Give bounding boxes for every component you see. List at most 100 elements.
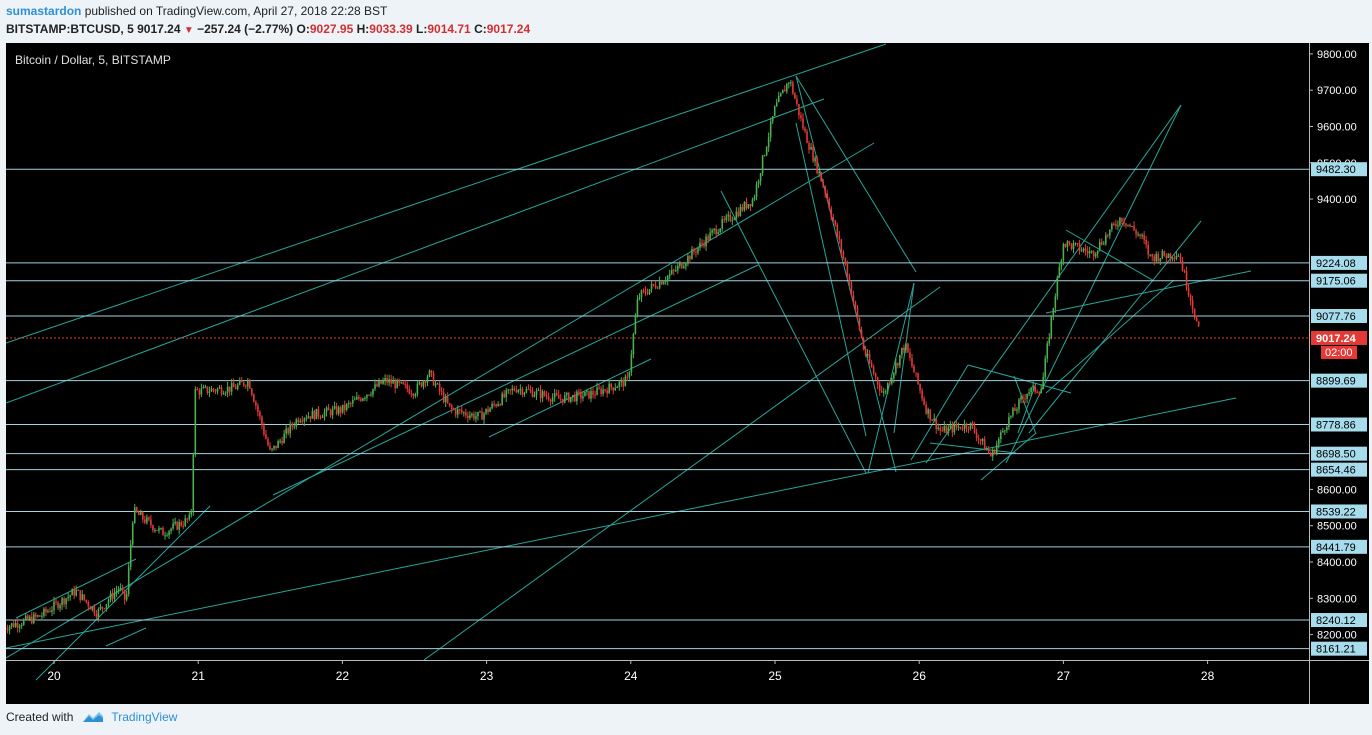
candle (71, 588, 73, 596)
candle-body (977, 438, 980, 440)
candle (111, 588, 114, 603)
candle-body (63, 598, 65, 605)
candle (277, 439, 279, 449)
candle-body (802, 118, 804, 129)
candle (460, 405, 463, 415)
candle-body (707, 236, 709, 240)
candle (293, 422, 296, 430)
candle (656, 286, 659, 289)
candle (604, 388, 606, 393)
candle (876, 376, 879, 389)
candle (43, 607, 45, 618)
candle-body (608, 383, 610, 394)
y-tick-label: 9600.00 (1317, 121, 1357, 133)
candle (870, 360, 873, 368)
candle-body (1026, 393, 1028, 399)
candle (8, 624, 11, 635)
candle (549, 398, 552, 406)
candle-body (630, 354, 633, 373)
candle-body (761, 155, 764, 174)
created-with-text: Created with (6, 710, 74, 724)
candle (1066, 240, 1069, 252)
candle-body (596, 387, 598, 395)
candle (1193, 308, 1196, 320)
candle-body (1135, 230, 1137, 235)
candle-body (753, 196, 756, 200)
candle (242, 381, 245, 388)
candle (1155, 251, 1158, 264)
candle (729, 211, 732, 223)
candle (366, 394, 368, 402)
trendline (967, 364, 1072, 394)
candle (753, 194, 756, 202)
price-chart[interactable]: 8200.00 8300.00 8400.00 8500.00 8600.00 9400.… (6, 43, 1369, 704)
candle (458, 408, 461, 415)
candle (521, 386, 524, 398)
candle (608, 379, 610, 394)
candle (414, 392, 417, 399)
candle-body (687, 256, 689, 264)
candle (1076, 242, 1079, 247)
candle (329, 408, 332, 418)
candle (1086, 246, 1089, 258)
candle (891, 377, 893, 386)
candle-body (392, 381, 394, 384)
candle (208, 386, 211, 398)
candle-body (610, 383, 612, 388)
candle-body (660, 281, 663, 285)
candle-body (426, 376, 429, 383)
candle-body (228, 386, 231, 392)
candle-body (919, 383, 921, 391)
candle (125, 590, 128, 602)
candle-body (303, 418, 306, 422)
candle (848, 273, 851, 287)
candle (289, 420, 291, 438)
candle (711, 228, 713, 236)
candle (856, 304, 859, 320)
candle-body (971, 422, 974, 426)
candle-body (713, 228, 715, 231)
author-link[interactable]: sumastardon (6, 4, 82, 18)
candle-body (131, 523, 134, 545)
candle-body (604, 389, 606, 391)
candle (1197, 321, 1200, 328)
candle-body (1072, 243, 1075, 249)
candle-body (539, 389, 542, 399)
candle-body (949, 425, 952, 428)
candle (418, 380, 421, 386)
candle (501, 391, 503, 406)
candle (1062, 242, 1065, 266)
last-price-label: 9017.24 (1316, 333, 1357, 345)
candle (55, 598, 57, 606)
candle-body (723, 219, 726, 221)
candle (345, 402, 348, 412)
candle (1068, 240, 1071, 246)
candle-body (511, 388, 514, 391)
candle-body (442, 391, 445, 403)
chart-area[interactable]: 8200.00 8300.00 8400.00 8500.00 8600.00 9400.… (6, 43, 1369, 704)
candle (594, 390, 596, 399)
candle (380, 380, 382, 385)
tradingview-link[interactable]: TradingView (111, 710, 178, 724)
candle-body (1157, 253, 1160, 262)
candle-body (150, 519, 152, 526)
candle (335, 402, 338, 416)
candle (570, 396, 572, 404)
trendline (6, 98, 825, 404)
candle-body (133, 507, 136, 524)
candle-body (339, 407, 342, 413)
candle-body (436, 383, 439, 385)
candle (664, 276, 667, 285)
candle-body (739, 206, 742, 216)
candle (598, 383, 600, 390)
candle-body (551, 397, 554, 402)
candle (1094, 252, 1097, 259)
candle-body (781, 89, 784, 94)
candle-body (1193, 309, 1196, 318)
tradingview-logo-icon[interactable] (81, 710, 105, 724)
candle (749, 203, 752, 212)
low-label: L: (416, 22, 428, 36)
candle-body (398, 379, 401, 383)
candle-body (584, 391, 586, 397)
y-tick-label: 8500.00 (1317, 521, 1357, 533)
